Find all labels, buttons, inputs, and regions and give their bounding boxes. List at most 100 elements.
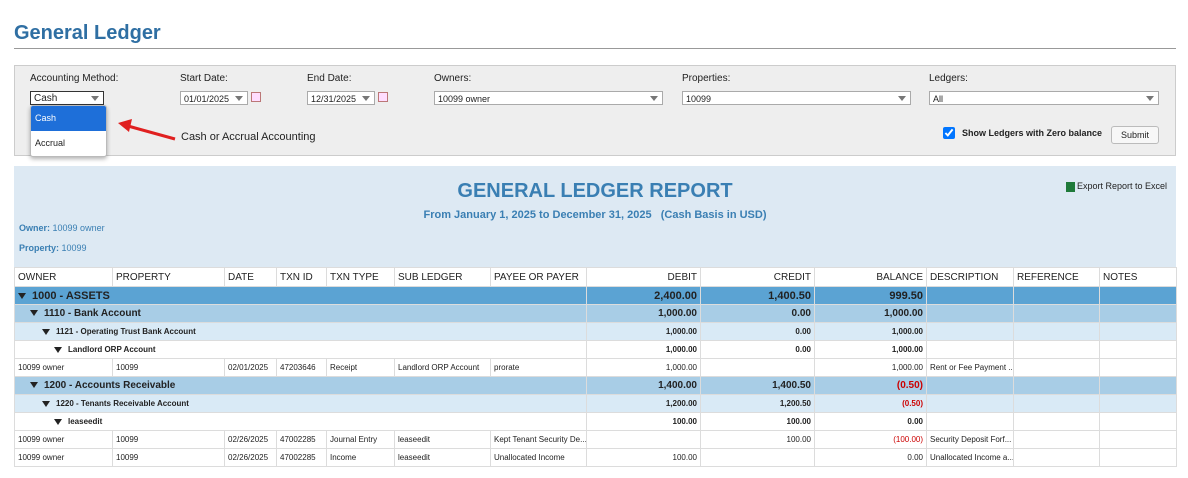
cell: Income	[326, 448, 395, 467]
cell: (100.00)	[814, 430, 927, 449]
excel-icon[interactable]	[1066, 182, 1075, 192]
empty-cell	[1013, 286, 1100, 305]
cell: Unallocated Income a...	[926, 448, 1014, 467]
empty-cell	[1013, 376, 1100, 395]
calendar-icon[interactable]	[378, 92, 388, 102]
start-label: Start Date:	[180, 73, 228, 84]
amount: 1,200.00	[586, 394, 701, 413]
column-header: DESCRIPTION	[926, 267, 1014, 287]
page-title: General Ledger	[14, 22, 161, 44]
filter-panel	[14, 65, 1176, 156]
empty-cell	[926, 376, 1014, 395]
zero-balance-label: Show Ledgers with Zero balance	[962, 128, 1103, 138]
cell: Landlord ORP Account	[394, 358, 491, 377]
column-header: TXN ID	[276, 267, 327, 287]
account-cell: 1121 - Operating Trust Bank Account	[14, 322, 587, 341]
ledgers-select[interactable]: All	[929, 91, 1159, 105]
owners-select[interactable]: 10099 owner	[434, 91, 663, 105]
account-cell: 1200 - Accounts Receivable	[14, 376, 587, 395]
expand-toggle[interactable]	[54, 418, 62, 425]
account-cell: Landlord ORP Account	[14, 340, 587, 359]
account-row: 1000 - ASSETS 2,400.00 1,400.50 999.50	[14, 286, 1177, 305]
account-name: 1200 - Accounts Receivable	[44, 380, 176, 391]
amount: 1,000.00	[586, 340, 701, 359]
option[interactable]: Cash	[31, 106, 106, 131]
expand-toggle[interactable]	[42, 328, 50, 335]
properties-select[interactable]: 10099	[682, 91, 911, 105]
method-label: Accounting Method:	[30, 73, 119, 84]
empty-cell	[1099, 376, 1177, 395]
ledgers-label: Ledgers:	[929, 73, 968, 84]
amount: 100.00	[586, 412, 701, 431]
empty-cell	[1013, 412, 1100, 431]
cell: leaseedit	[394, 430, 491, 449]
cell: 02/26/2025	[224, 430, 277, 449]
empty-cell	[1099, 286, 1177, 305]
submit-button[interactable]: Submit	[1111, 126, 1159, 144]
amount: 0.00	[700, 304, 815, 323]
method-select[interactable]: Cash	[30, 91, 104, 105]
cell: 10099	[112, 448, 225, 467]
calendar-icon[interactable]	[251, 92, 261, 102]
account-name: 1110 - Bank Account	[44, 308, 141, 319]
cell: 100.00	[700, 430, 815, 449]
column-header: TXN TYPE	[326, 267, 395, 287]
cell: leaseedit	[394, 448, 491, 467]
cell: Journal Entry	[326, 430, 395, 449]
amount: 1,000.00	[814, 322, 927, 341]
amount: 2,400.00	[586, 286, 701, 305]
empty-cell	[926, 340, 1014, 359]
export-link[interactable]: Export Report to Excel	[1077, 181, 1168, 191]
account-row: 1110 - Bank Account 1,000.00 0.00 1,000.00	[14, 304, 1177, 323]
amount: 1,400.50	[700, 376, 815, 395]
cell	[1013, 448, 1100, 467]
empty-cell	[1099, 304, 1177, 323]
report-title: GENERAL LEDGER REPORT	[457, 180, 733, 202]
cell: 1,000.00	[586, 358, 701, 377]
end-input[interactable]: 12/31/2025	[307, 91, 375, 105]
account-name: 1121 - Operating Trust Bank Account	[56, 327, 196, 336]
cell: Rent or Fee Payment ...	[926, 358, 1014, 377]
owner-value: 10099 owner	[52, 223, 105, 233]
annotation-arrow	[118, 119, 176, 141]
start-input[interactable]: 01/01/2025	[180, 91, 248, 105]
empty-cell	[926, 412, 1014, 431]
account-name: Landlord ORP Account	[68, 345, 156, 354]
empty-cell	[1099, 412, 1177, 431]
account-row: 1200 - Accounts Receivable 1,400.00 1,400.…	[14, 376, 1177, 395]
column-header: DATE	[224, 267, 277, 287]
account-name: 1000 - ASSETS	[32, 289, 110, 302]
column-header: OWNER	[14, 267, 113, 287]
zero-balance-checkbox[interactable]	[943, 127, 955, 139]
expand-toggle[interactable]	[54, 346, 62, 353]
amount: 1,000.00	[586, 304, 701, 323]
column-header: REFERENCE	[1013, 267, 1100, 287]
cell: 10099	[112, 358, 225, 377]
amount: (0.50)	[814, 376, 927, 395]
cell: 10099	[112, 430, 225, 449]
amount: 0.00	[700, 322, 815, 341]
option[interactable]: Accrual	[35, 138, 66, 148]
cell: 0.00	[814, 448, 927, 467]
cell: 1,000.00	[814, 358, 927, 377]
cell: 100.00	[586, 448, 701, 467]
transaction-row: 10099 owner 10099 02/01/2025 47203646 Receip…	[14, 358, 1177, 377]
transaction-row: 10099 owner 10099 02/26/2025 47002285 Journa…	[14, 430, 1177, 449]
amount: 0.00	[700, 340, 815, 359]
cell	[1013, 358, 1100, 377]
expand-toggle[interactable]	[18, 292, 26, 299]
cell	[1099, 358, 1177, 377]
amount: 1,000.00	[586, 322, 701, 341]
cell: Receipt	[326, 358, 395, 377]
account-row: 1220 - Tenants Receivable Account 1,200.0…	[14, 394, 1177, 413]
annotation: Cash or Accrual Accounting	[181, 131, 316, 143]
expand-toggle[interactable]	[30, 382, 38, 389]
expand-toggle[interactable]	[30, 310, 38, 317]
cell: 10099 owner	[14, 358, 113, 377]
expand-toggle[interactable]	[42, 400, 50, 407]
transaction-row: 10099 owner 10099 02/26/2025 47002285 Income…	[14, 448, 1177, 467]
cell: prorate	[490, 358, 587, 377]
amount: 1,000.00	[814, 304, 927, 323]
header-row: OWNER PROPERTY DATE TXN ID TXN TYPE SUB LEDGE…	[14, 267, 1177, 287]
owner-label: Owner:	[19, 223, 51, 233]
